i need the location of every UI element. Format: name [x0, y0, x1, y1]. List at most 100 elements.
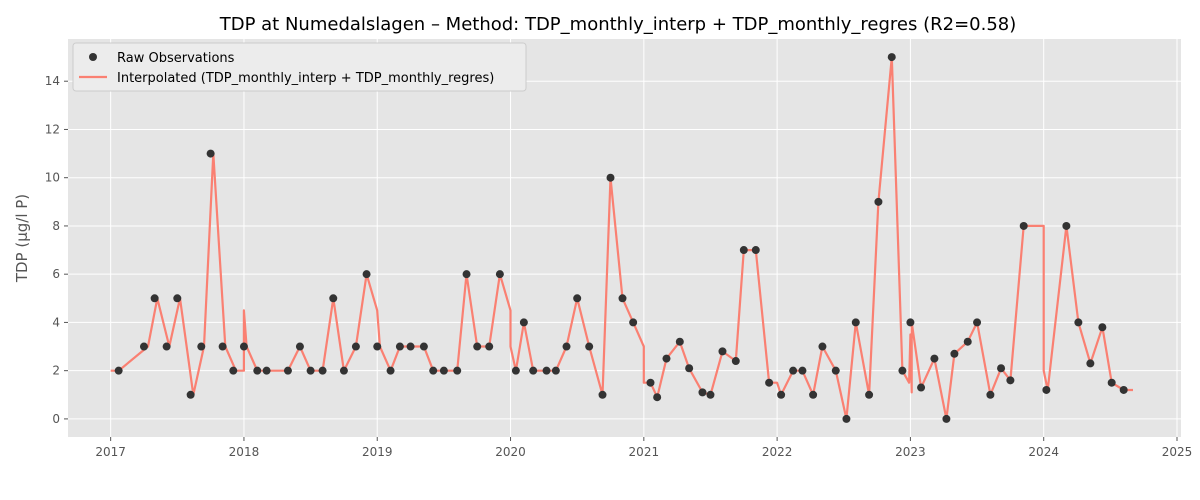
raw-observation-point [1042, 385, 1051, 394]
raw-observation-point [318, 366, 327, 375]
raw-observation-point [511, 366, 520, 375]
raw-observation-point [731, 357, 740, 366]
raw-observation-point [551, 366, 560, 375]
raw-observation-point [485, 342, 494, 351]
raw-observation-point [898, 366, 907, 375]
raw-observation-point [963, 337, 972, 346]
raw-observation-point [206, 149, 215, 158]
raw-observation-point [950, 349, 959, 358]
raw-observation-point [765, 378, 774, 387]
raw-observation-point [495, 270, 504, 279]
raw-observation-point [598, 390, 607, 399]
y-tick-label: 2 [52, 364, 60, 378]
chart-title: TDP at Numedalslagen – Method: TDP_month… [219, 14, 1017, 35]
x-tick-label: 2018 [229, 445, 260, 459]
raw-observation-point [777, 390, 786, 399]
raw-observation-point [917, 383, 926, 392]
y-tick-label: 6 [52, 267, 60, 281]
y-axis-label: TDP (µg/l P) [13, 194, 31, 283]
raw-observation-point [1062, 221, 1071, 230]
y-tick-label: 0 [52, 412, 60, 426]
raw-observation-point [386, 366, 395, 375]
x-tick-label: 2021 [629, 445, 660, 459]
raw-observation-point [218, 342, 227, 351]
raw-observation-point [262, 366, 271, 375]
raw-observation-point [973, 318, 982, 327]
legend-box [72, 42, 527, 92]
raw-observation-point [373, 342, 382, 351]
raw-observation-point [253, 366, 262, 375]
raw-observation-point [351, 342, 360, 351]
y-tick-label: 12 [45, 122, 60, 136]
plot-area [68, 39, 1181, 437]
x-tick-label: 2019 [362, 445, 393, 459]
line-layer [110, 55, 1133, 420]
raw-observation-point [406, 342, 415, 351]
raw-observation-point [162, 342, 171, 351]
y-tick-label: 8 [52, 219, 60, 233]
raw-observation-point [1119, 385, 1128, 394]
raw-observation-point [874, 197, 883, 206]
raw-observation-point [329, 294, 338, 303]
y-tick-label: 14 [45, 74, 60, 88]
raw-observation-point [789, 366, 798, 375]
raw-observation-point [865, 390, 874, 399]
legend: Raw Observations Interpolated (TDP_month… [72, 42, 527, 92]
scatter-layer [114, 53, 1128, 423]
raw-observation-point [473, 342, 482, 351]
raw-observation-point [419, 342, 428, 351]
raw-observation-point [685, 364, 694, 373]
raw-observation-point [842, 414, 851, 423]
raw-observation-point [653, 393, 662, 402]
raw-observation-point [1019, 221, 1028, 230]
y-tick-label: 4 [52, 315, 60, 329]
x-tick-label: 2024 [1028, 445, 1059, 459]
raw-observation-point [239, 342, 248, 351]
raw-observation-point [930, 354, 939, 363]
raw-observation-point [283, 366, 292, 375]
raw-observation-point [739, 246, 748, 255]
raw-observation-point [698, 388, 707, 397]
raw-observation-point [606, 173, 615, 182]
raw-observation-point [462, 270, 471, 279]
raw-observation-point [851, 318, 860, 327]
raw-observation-point [453, 366, 462, 375]
raw-observation-point [809, 390, 818, 399]
raw-observation-point [573, 294, 582, 303]
raw-observation-point [906, 318, 915, 327]
raw-observation-point [718, 347, 727, 356]
raw-observation-point [887, 53, 896, 62]
x-tick-label: 2017 [95, 445, 126, 459]
interpolated-line [110, 55, 1133, 420]
raw-observation-point [197, 342, 206, 351]
raw-observation-point [173, 294, 182, 303]
y-tick-label: 10 [45, 171, 60, 185]
raw-observation-point [562, 342, 571, 351]
raw-observation-point [295, 342, 304, 351]
raw-observation-point [186, 390, 195, 399]
raw-observation-point [519, 318, 528, 327]
legend-label-interpolated: Interpolated (TDP_monthly_interp + TDP_m… [117, 71, 494, 86]
raw-observation-point [339, 366, 348, 375]
raw-observation-point [395, 342, 404, 351]
tick-labels: 2017 2018 2019 2020 2021 2022 2023 2024 2025 0 2 4 6… [45, 74, 1193, 459]
x-tick-label: 2020 [495, 445, 526, 459]
raw-observation-point [618, 294, 627, 303]
x-tick-label: 2022 [762, 445, 793, 459]
raw-observation-point [585, 342, 594, 351]
raw-observation-point [439, 366, 448, 375]
raw-observation-point [818, 342, 827, 351]
raw-observation-point [529, 366, 538, 375]
x-tick-label: 2023 [895, 445, 926, 459]
raw-observation-point [229, 366, 238, 375]
raw-observation-point [942, 414, 951, 423]
raw-observation-point [1006, 376, 1015, 385]
raw-observation-point [646, 378, 655, 387]
raw-observation-point [706, 390, 715, 399]
raw-observation-point [306, 366, 315, 375]
raw-observation-point [542, 366, 551, 375]
raw-observation-point [114, 366, 123, 375]
raw-observation-point [997, 364, 1006, 373]
legend-marker-raw-observations [89, 53, 97, 61]
